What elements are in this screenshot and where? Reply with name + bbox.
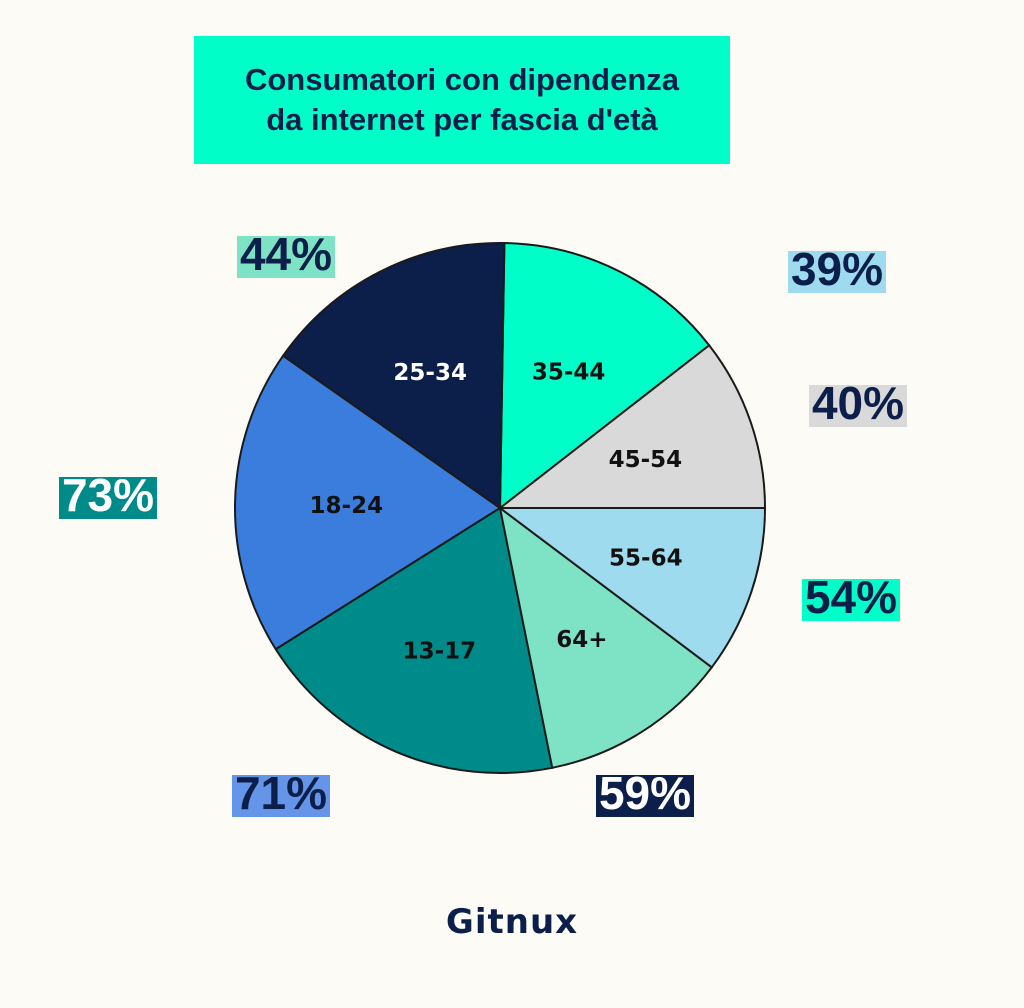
slice-label-55-64: 55-64: [609, 546, 683, 572]
percent-tag-bg: [788, 251, 886, 293]
slice-label-64-plus: 64+: [556, 627, 607, 653]
gitnux-logo: Gitnux: [445, 902, 579, 942]
percent-tag-bg: [802, 579, 900, 621]
percent-label-18-24: 71%: [235, 767, 327, 819]
percent-tag-13-17: 73%: [59, 469, 157, 521]
pie-slice-45-54: [497, 343, 767, 509]
slice-label-35-44: 35-44: [532, 360, 606, 386]
pie-slice-55-64: [497, 507, 767, 669]
percent-tag-55-64: 39%: [788, 243, 886, 295]
slice-label-18-24: 18-24: [310, 493, 384, 519]
percent-tag-bg: [809, 385, 907, 427]
pie-slice-13-17: [274, 506, 554, 774]
percent-tag-bg: [59, 477, 157, 519]
percent-tag-bg: [232, 775, 330, 817]
percent-label-55-64: 39%: [791, 243, 883, 295]
pie-slice-25-34: [281, 242, 506, 510]
percent-tag-64-plus: 44%: [237, 228, 335, 280]
percent-tag-bg: [596, 775, 694, 817]
pie-chart: 45-54 35-44 25-34 18-24 13-17 64+ 55-64 40% 54% 5…: [59, 228, 907, 819]
percent-label-35-44: 54%: [805, 571, 897, 623]
percent-tag-25-34: 59%: [596, 767, 694, 819]
percent-tag-35-44: 54%: [802, 571, 900, 623]
pie-slice-64-plus: [498, 505, 714, 769]
percent-label-64-plus: 44%: [240, 228, 332, 280]
percent-label-13-17: 73%: [62, 469, 154, 521]
percent-label-45-54: 40%: [812, 377, 904, 429]
percent-tag-45-54: 40%: [809, 377, 907, 429]
pie-slice-35-44: [498, 242, 711, 511]
percent-tag-bg: [237, 236, 335, 278]
slice-label-25-34: 25-34: [393, 360, 467, 386]
slice-label-45-54: 45-54: [609, 447, 683, 473]
percent-tag-18-24: 71%: [232, 767, 330, 819]
slice-label-13-17: 13-17: [403, 638, 477, 664]
percent-label-25-34: 59%: [599, 767, 691, 819]
pie-slice-18-24: [233, 354, 502, 651]
chart-title: Consumatori con dipendenza da internet p…: [244, 62, 680, 137]
chart-title-box: Consumatori con dipendenza da internet p…: [194, 36, 730, 164]
